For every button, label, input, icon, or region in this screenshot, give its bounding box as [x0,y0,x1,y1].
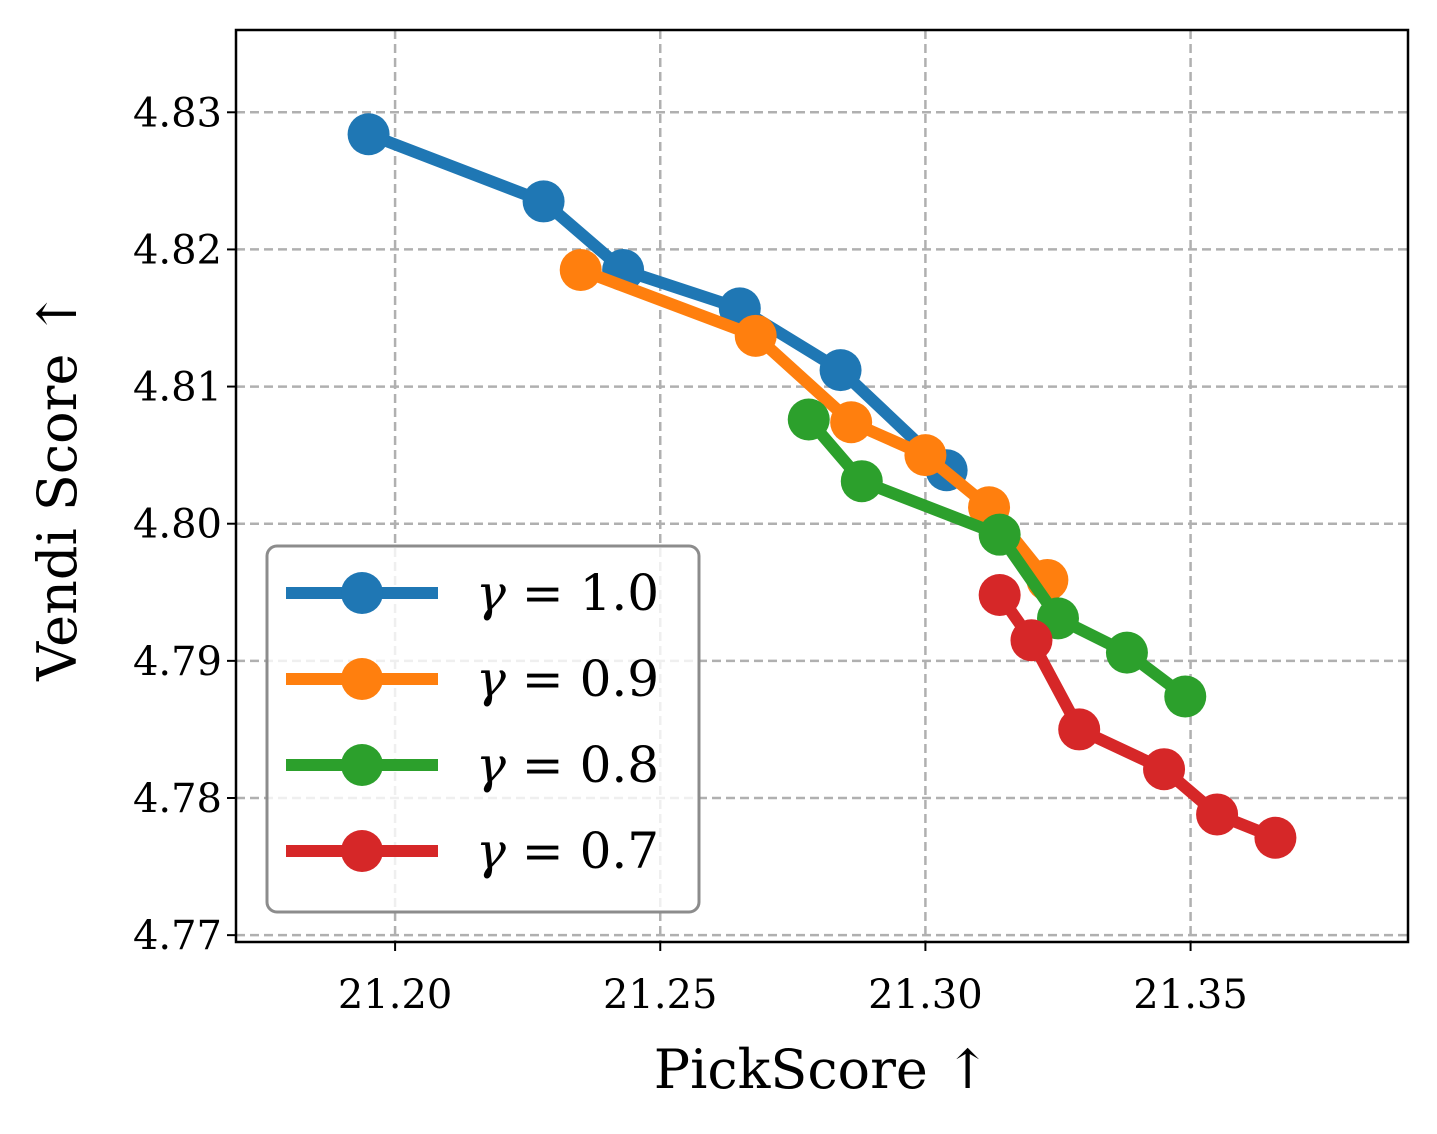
y-tick-label: 4.82 [133,227,222,273]
data-point [1143,748,1186,791]
data-point [787,398,830,441]
y-tick-label: 4.77 [133,913,222,959]
data-point [978,574,1021,617]
series-line [366,128,951,475]
plot-frame [234,28,1410,944]
data-point [734,314,777,357]
x-tick-label: 21.30 [868,972,983,1018]
data-point [347,113,390,156]
data-point [978,513,1021,556]
x-tick-label: 21.35 [1133,972,1248,1018]
legend-marker [341,830,383,872]
data-point [1196,793,1239,836]
data-point [1254,816,1297,859]
x-tick-label: 21.20 [338,972,453,1018]
data-point [904,434,947,477]
y-tick-label: 4.81 [133,365,222,411]
x-tick-label: 21.25 [603,972,718,1018]
ticks: 21.20 21.25 21.30 21.35 4.77 4.78 4.79 4.80 4.81… [133,90,1248,1018]
legend-label: γ = 0.9 [476,650,659,708]
legend-item: γ = 0.8 [286,736,659,794]
data-point [840,460,883,503]
legend-marker [341,658,383,700]
data-point [1058,708,1101,751]
data-point [559,249,602,291]
data-point [1164,675,1207,718]
y-axis-title: Vendi Score ↑ [26,291,89,682]
legend-box [265,544,701,914]
legend-label: γ = 0.8 [476,736,659,794]
legend-marker [341,744,383,786]
legend-label: γ = 0.7 [476,822,659,880]
legend-marker [341,572,383,614]
legend-item: γ = 0.7 [286,822,659,880]
y-tick-label: 4.80 [133,502,222,548]
y-tick-label: 4.79 [133,639,222,685]
data-point [830,401,873,444]
data-point [819,349,862,392]
legend-item: γ = 1.0 [286,564,659,622]
legend-item: γ = 0.9 [286,650,659,708]
data-point [522,180,565,223]
series-3 [787,398,1207,718]
y-tick-label: 4.78 [133,776,222,822]
y-tick-label: 4.83 [133,90,222,136]
legend-label: γ = 1.0 [476,564,659,622]
data-point [1010,619,1053,662]
data-point [1105,631,1148,674]
series-4 [978,574,1297,859]
series-layer [347,113,1297,859]
x-axis-title: PickScore ↑ [654,1038,991,1101]
legend: γ = 1.0 γ = 0.9 γ = 0.8 γ = 0.7 [265,544,701,914]
